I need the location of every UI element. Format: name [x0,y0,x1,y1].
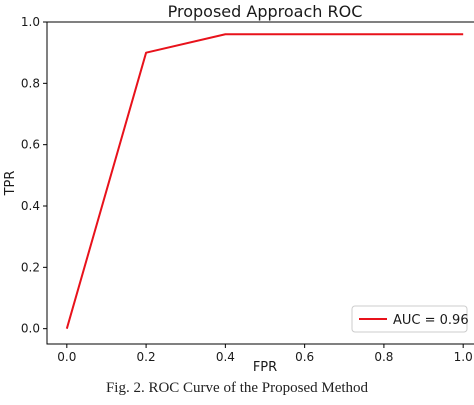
y-tick-label: 0.4 [21,199,40,213]
plot-frame [46,21,474,345]
x-tick-label: 0.4 [216,350,235,364]
chart-title: Proposed Approach ROC [168,2,363,21]
legend-box [351,305,468,333]
figure-caption: Fig. 2. ROC Curve of the Proposed Method [105,380,369,396]
y-tick-label: 0.8 [21,76,40,90]
x-tick-label: 0.6 [295,350,314,364]
x-axis-label: FPR [253,360,277,375]
y-tick-label: 0.0 [21,322,40,336]
y-tick-label: 1.0 [21,15,40,29]
y-axis-ticks: 0.0 0.2 0.4 0.6 0.8 1.0 [21,15,47,336]
legend-label: AUC = 0.96 [393,313,469,328]
y-tick-label: 0.6 [21,138,40,152]
legend: AUC = 0.96 [351,305,469,333]
y-tick-label: 0.2 [21,260,40,274]
x-tick-label: 0.2 [137,350,156,364]
roc-chart: Proposed Approach ROC 0.0 0.2 0.4 0.6 0.8 1.0… [3,2,474,375]
roc-curve-line [65,33,464,329]
series-layer [65,33,464,329]
x-tick-label: 0.0 [57,350,76,364]
x-tick-label: 0.8 [374,350,393,364]
x-tick-label: 1.0 [454,350,473,364]
x-axis-ticks: 0.0 0.2 0.4 0.6 0.8 1.0 [57,344,473,364]
y-axis-label: TPR [3,171,18,197]
